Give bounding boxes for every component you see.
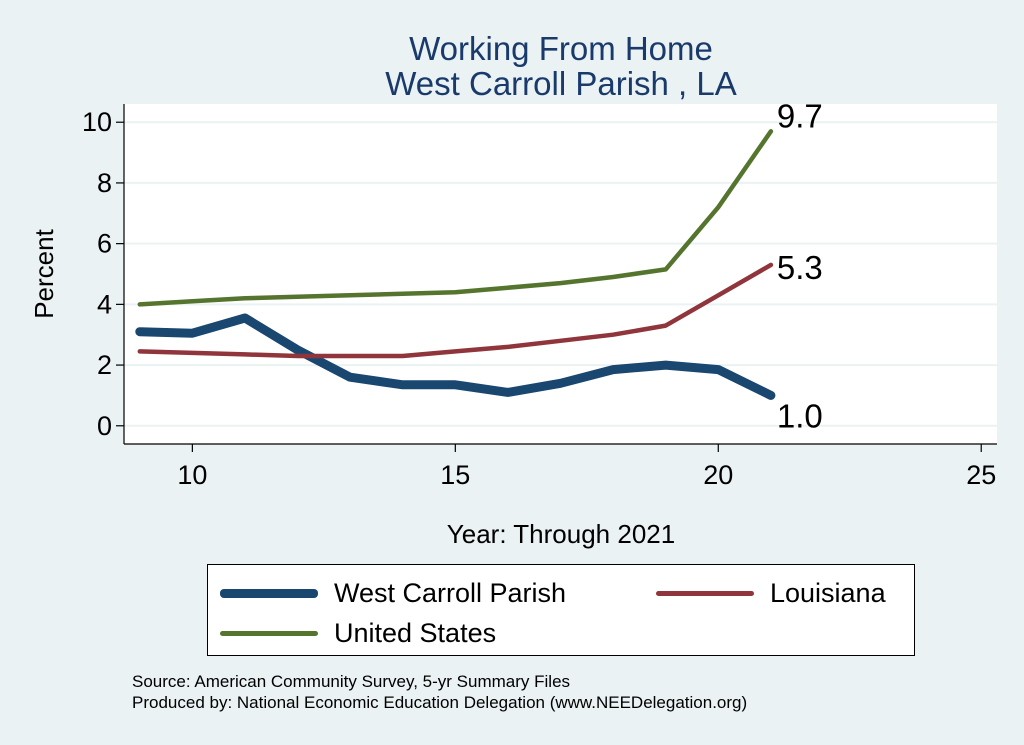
legend: West Carroll Parish Louisiana United Sta… — [207, 564, 915, 656]
legend-item-west-carroll: West Carroll Parish — [220, 576, 566, 610]
legend-swatch-west-carroll — [220, 588, 318, 598]
y-tick-label-10: 10 — [82, 107, 112, 137]
legend-swatch-louisiana — [656, 590, 754, 596]
legend-label-louisiana: Louisiana — [770, 577, 886, 608]
source-line: Source: American Community Survey, 5-yr … — [132, 672, 571, 691]
series-lines — [135, 129, 776, 400]
end-label-united-states: 9.7 — [777, 97, 823, 134]
gridlines — [124, 121, 997, 427]
produced-by-line: Produced by: National Economic Education… — [132, 693, 748, 712]
end-labels: 1.0 5.3 9.7 — [777, 97, 823, 434]
end-label-louisiana: 5.3 — [777, 249, 823, 286]
chart-title-line-1: Working From Home — [409, 30, 713, 67]
series-line-west-carroll-parish — [135, 313, 776, 400]
legend-label-united-states: United States — [334, 617, 497, 648]
end-label-west-carroll-parish: 1.0 — [777, 397, 823, 434]
series-line-louisiana — [137, 262, 774, 359]
chart: Working From Home West Carroll Parish , … — [29, 30, 997, 549]
y-axis-title: Percent — [29, 228, 59, 318]
axes: 0 2 4 6 8 10 10 15 20 25 — [82, 104, 997, 490]
y-tick-label-6: 6 — [97, 229, 112, 259]
legend-item-louisiana: Louisiana — [656, 576, 886, 610]
y-tick-label-0: 0 — [97, 411, 112, 441]
chart-title-line-2: West Carroll Parish , LA — [385, 65, 737, 102]
x-tick-label-10: 10 — [177, 460, 207, 490]
legend-label-west-carroll: West Carroll Parish — [334, 577, 567, 608]
x-tick-label-25: 25 — [966, 460, 996, 490]
legend-item-united-states: United States — [220, 616, 496, 650]
series-line-united-states — [137, 129, 774, 307]
x-tick-label-20: 20 — [703, 460, 733, 490]
y-tick-label-8: 8 — [97, 168, 112, 198]
x-tick-label-15: 15 — [440, 460, 470, 490]
legend-swatch-united-states — [220, 630, 318, 636]
source-note: Source: American Community Survey, 5-yr … — [132, 671, 747, 713]
y-tick-label-2: 2 — [97, 350, 112, 380]
x-axis-title: Year: Through 2021 — [447, 519, 675, 549]
plot-area — [124, 104, 997, 444]
y-tick-label-4: 4 — [97, 289, 112, 319]
